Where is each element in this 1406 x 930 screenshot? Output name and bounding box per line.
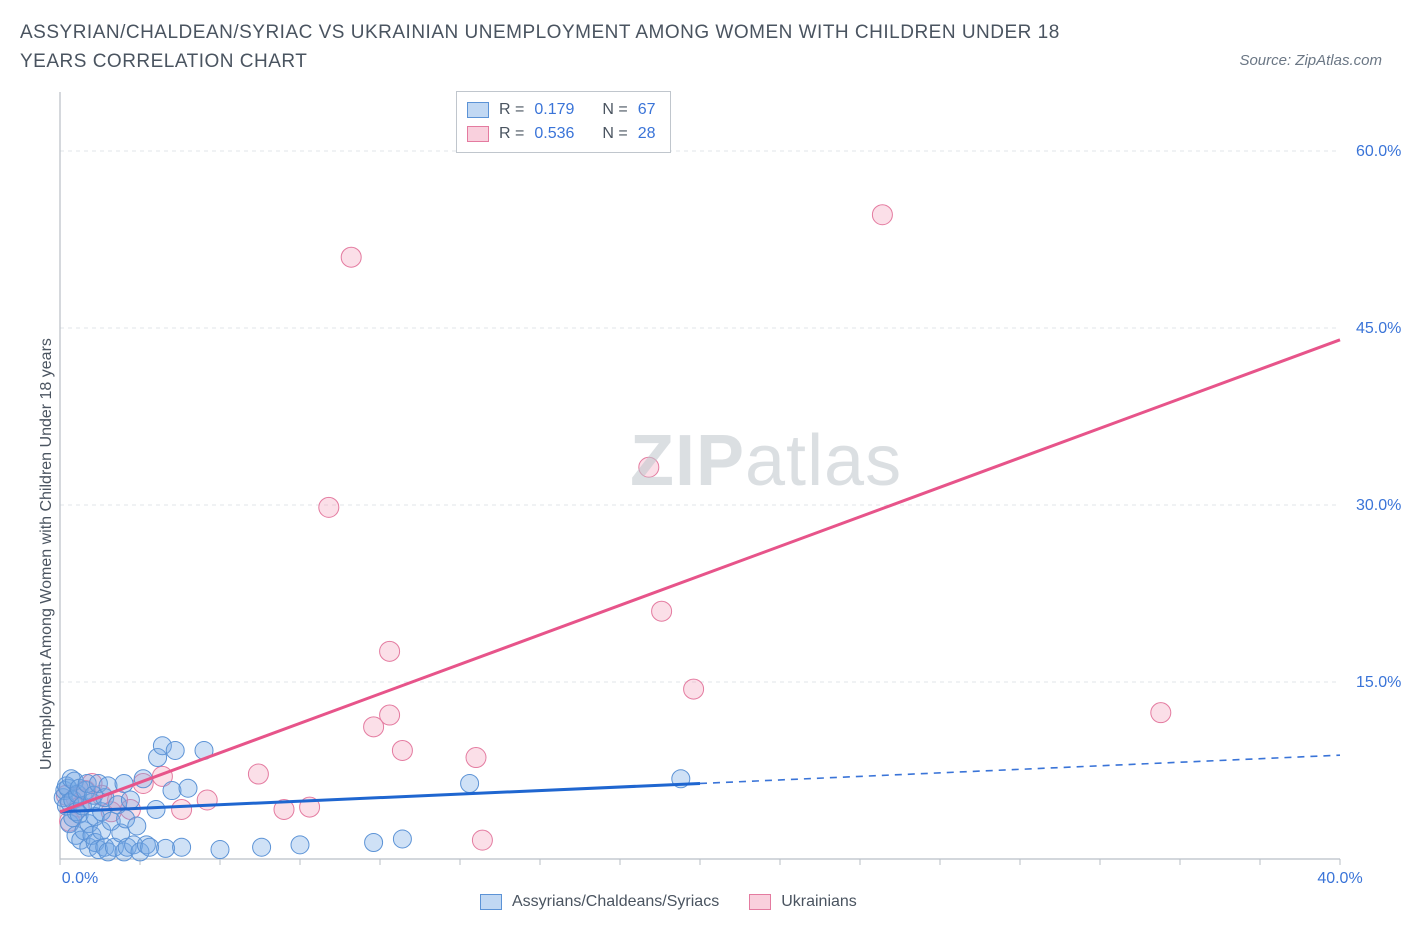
data-point-pink	[1151, 703, 1171, 723]
svg-text:45.0%: 45.0%	[1356, 320, 1401, 337]
data-point-blue	[365, 833, 383, 851]
data-point-pink	[248, 764, 268, 784]
legend-n-value: 67	[638, 98, 656, 122]
legend-swatch-blue	[480, 894, 502, 910]
data-point-pink	[380, 641, 400, 661]
data-point-pink	[341, 247, 361, 267]
data-point-blue	[121, 791, 139, 809]
data-point-blue	[393, 830, 411, 848]
svg-text:15.0%: 15.0%	[1356, 674, 1401, 691]
data-point-pink	[639, 457, 659, 477]
y-axis-label: Unemployment Among Women with Children U…	[38, 338, 56, 770]
data-point-pink	[652, 601, 672, 621]
data-point-blue	[291, 836, 309, 854]
legend-n-value: 28	[638, 122, 656, 146]
data-point-pink	[319, 497, 339, 517]
data-point-blue	[157, 839, 175, 857]
data-point-blue	[166, 741, 184, 759]
data-point-pink	[392, 740, 412, 760]
data-point-blue	[141, 838, 159, 856]
data-point-blue	[211, 841, 229, 859]
correlation-legend: R = 0.179 N = 67 R = 0.536 N = 28	[456, 91, 671, 153]
data-point-blue	[173, 838, 191, 856]
trendline-blue-solid	[60, 783, 700, 811]
legend-swatch-pink	[749, 894, 771, 910]
data-point-pink	[466, 748, 486, 768]
legend-r-label: R =	[499, 98, 524, 122]
data-point-pink	[472, 830, 492, 850]
data-point-pink	[380, 705, 400, 725]
legend-row: R = 0.179 N = 67	[467, 98, 656, 122]
legend-r-value: 0.536	[534, 122, 574, 146]
legend-row: R = 0.536 N = 28	[467, 122, 656, 146]
svg-text:40.0%: 40.0%	[1317, 870, 1362, 887]
data-point-blue	[128, 817, 146, 835]
series-legend: Assyrians/Chaldeans/Syriacs Ukrainians	[480, 893, 857, 911]
chart-source: Source: ZipAtlas.com	[1239, 52, 1382, 69]
series-legend-item: Assyrians/Chaldeans/Syriacs	[480, 893, 719, 911]
series-legend-item: Ukrainians	[749, 893, 857, 911]
data-point-blue	[253, 838, 271, 856]
legend-r-label: R =	[499, 122, 524, 146]
series-legend-label: Ukrainians	[781, 893, 857, 911]
legend-n-label: N =	[602, 98, 627, 122]
svg-text:0.0%: 0.0%	[62, 870, 98, 887]
legend-r-value: 0.179	[534, 98, 574, 122]
series-legend-label: Assyrians/Chaldeans/Syriacs	[512, 893, 719, 911]
data-point-pink	[172, 799, 192, 819]
chart-title: ASSYRIAN/CHALDEAN/SYRIAC VS UKRAINIAN UN…	[20, 18, 1120, 77]
data-point-blue	[163, 782, 181, 800]
plot-area: 15.0%30.0%45.0%60.0%0.0%40.0%	[56, 88, 1386, 885]
data-point-pink	[684, 679, 704, 699]
data-point-blue	[179, 779, 197, 797]
correlation-chart: ASSYRIAN/CHALDEAN/SYRIAC VS UKRAINIAN UN…	[0, 0, 1406, 930]
legend-n-label: N =	[602, 122, 627, 146]
data-point-blue	[461, 774, 479, 792]
data-point-blue	[147, 800, 165, 818]
legend-swatch-pink	[467, 126, 489, 142]
trendline-blue-dash	[700, 755, 1340, 783]
svg-text:30.0%: 30.0%	[1356, 497, 1401, 514]
svg-text:60.0%: 60.0%	[1356, 143, 1401, 160]
legend-swatch-blue	[467, 102, 489, 118]
data-point-pink	[872, 205, 892, 225]
trendline-pink	[60, 340, 1340, 812]
